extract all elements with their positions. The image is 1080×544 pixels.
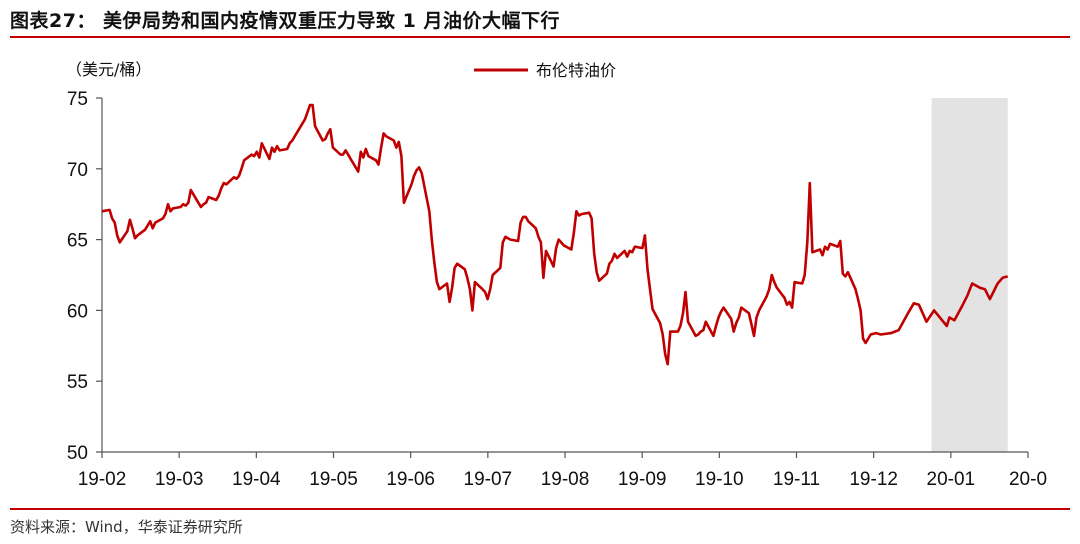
y-tick-label: 60 xyxy=(67,301,88,322)
x-tick-label: 20-01 xyxy=(927,469,976,490)
y-tick-label: 55 xyxy=(67,372,88,393)
y-tick-label: 65 xyxy=(67,231,88,252)
y-tick-label: 50 xyxy=(67,443,88,464)
x-tick-label: 19-02 xyxy=(78,469,127,490)
chart-title: 图表27： 美伊局势和国内疫情双重压力导致 1 月油价大幅下行 xyxy=(10,10,561,32)
x-tick-label: 19-10 xyxy=(695,469,744,490)
shaded-period xyxy=(931,98,1008,452)
x-tick-label: 19-06 xyxy=(386,469,435,490)
footer-rule xyxy=(10,508,1070,510)
x-tick-label: 19-09 xyxy=(618,469,667,490)
axes xyxy=(96,97,1029,458)
x-tick-label: 19-12 xyxy=(849,469,898,490)
x-tick-labels: 19-02 19-03 19-04 19-05 19-06 19-07 19-08 19-09… xyxy=(78,469,1047,490)
legend-label: 布伦特油价 xyxy=(536,61,616,80)
title-underline xyxy=(10,36,1070,38)
y-tick-label: 75 xyxy=(67,89,88,110)
x-tick-label: 19-03 xyxy=(155,469,204,490)
y-tick-label: 70 xyxy=(67,160,88,181)
y-tick-labels: 50 55 60 65 70 75 xyxy=(67,89,88,464)
x-tick-label: 19-04 xyxy=(232,469,281,490)
source-note: 资料来源：Wind，华泰证券研究所 xyxy=(10,518,243,536)
legend: 布伦特油价 xyxy=(474,61,616,80)
x-tick-label: 19-05 xyxy=(309,469,358,490)
x-tick-label: 19-07 xyxy=(464,469,513,490)
y-axis-unit-label: （美元/桶） xyxy=(66,60,151,79)
x-tick-label: 20-0 xyxy=(1009,469,1047,490)
series-line-brent xyxy=(101,103,1009,366)
x-tick-label: 19-08 xyxy=(541,469,590,490)
x-tick-label: 19-11 xyxy=(773,469,820,490)
